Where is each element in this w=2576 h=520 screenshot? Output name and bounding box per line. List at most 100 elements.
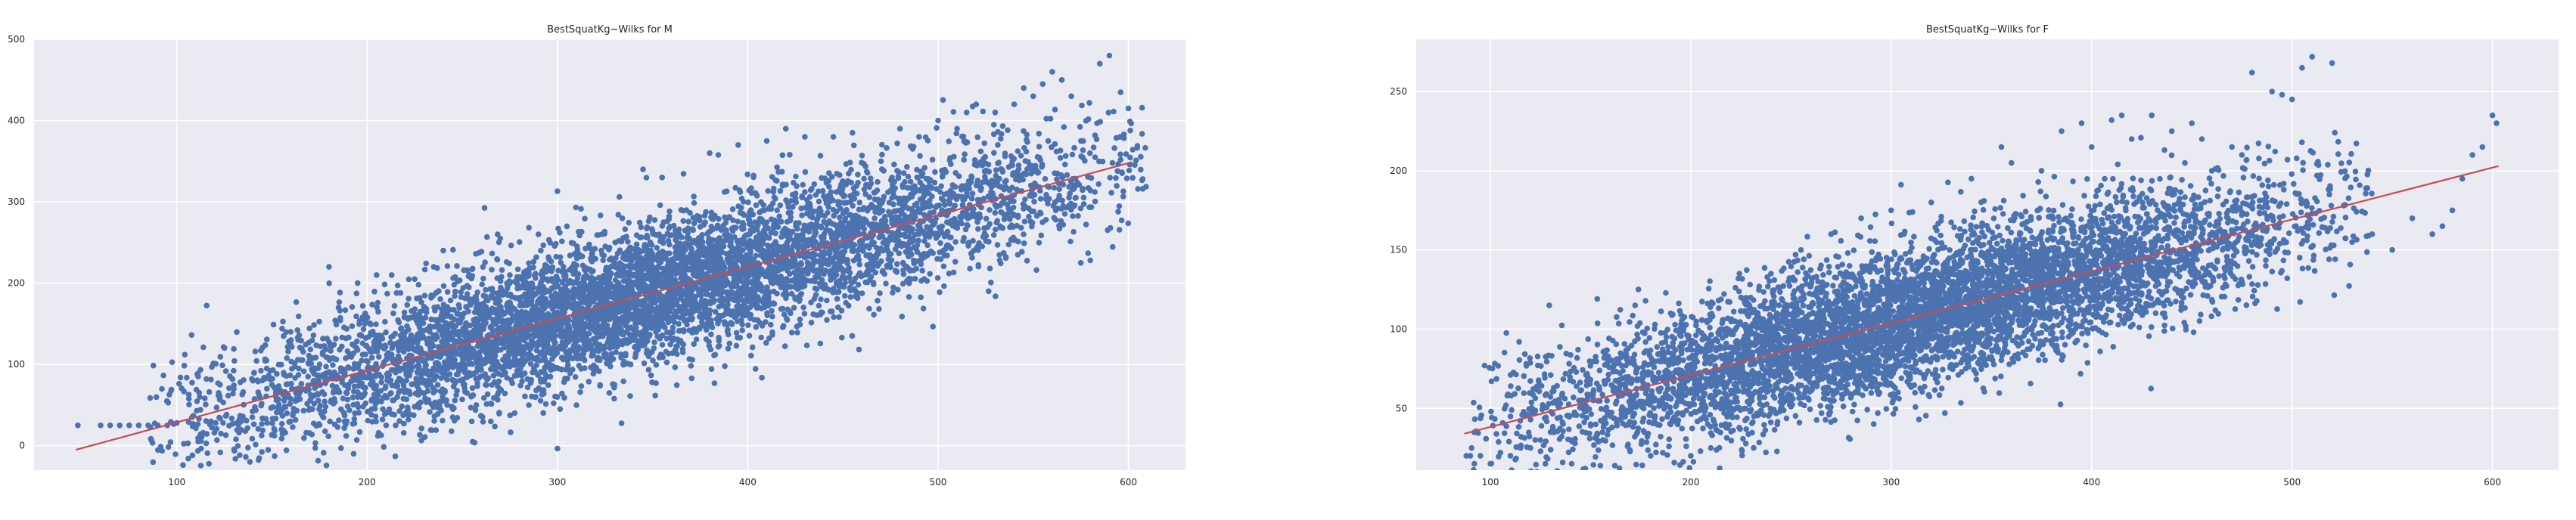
data-point <box>256 389 262 395</box>
data-point <box>738 189 744 195</box>
data-point <box>410 314 416 320</box>
data-point <box>336 417 342 423</box>
data-point <box>1073 195 1079 201</box>
data-point <box>1058 155 1064 161</box>
data-point <box>1120 188 1126 194</box>
data-point <box>390 382 396 388</box>
data-point <box>296 314 302 320</box>
data-point <box>894 268 900 274</box>
data-point <box>214 437 220 443</box>
data-point <box>674 382 680 388</box>
data-point <box>710 299 716 305</box>
data-point <box>313 423 319 429</box>
data-point <box>847 286 853 292</box>
data-point <box>148 438 154 444</box>
data-point <box>181 388 187 395</box>
data-point <box>330 362 336 368</box>
data-point <box>315 375 322 381</box>
data-point <box>825 210 831 216</box>
data-point <box>687 210 693 216</box>
data-point <box>313 342 319 348</box>
data-point <box>839 335 845 341</box>
data-point <box>975 226 981 232</box>
data-point <box>1117 151 1123 157</box>
data-point <box>422 267 428 273</box>
data-point <box>702 213 708 219</box>
data-point <box>311 333 317 339</box>
data-point <box>301 369 307 375</box>
data-point <box>654 245 660 251</box>
data-point <box>322 429 328 435</box>
data-point <box>395 283 401 289</box>
data-point <box>197 407 204 413</box>
data-point <box>546 255 552 262</box>
data-point <box>483 382 489 388</box>
data-point <box>1049 144 1055 150</box>
data-point <box>744 172 750 178</box>
data-point <box>454 263 460 269</box>
data-point <box>318 403 324 409</box>
data-point <box>366 346 372 352</box>
data-point <box>779 276 785 282</box>
data-point <box>440 398 446 404</box>
data-point <box>382 282 388 288</box>
data-point <box>842 293 848 299</box>
data-point <box>1022 197 1028 203</box>
data-point <box>243 454 249 460</box>
data-point <box>653 380 659 386</box>
data-point <box>642 242 648 248</box>
data-point <box>1087 150 1093 156</box>
data-point <box>937 189 943 195</box>
data-point <box>440 386 446 392</box>
data-point <box>788 214 794 220</box>
data-point <box>489 251 496 257</box>
data-point <box>351 388 357 395</box>
data-point <box>734 330 740 336</box>
data-point <box>311 322 317 328</box>
data-point <box>875 179 881 185</box>
data-point <box>431 368 437 374</box>
data-point <box>971 248 977 254</box>
data-point <box>941 264 947 270</box>
data-point <box>508 243 514 249</box>
data-point <box>708 332 714 338</box>
data-point <box>767 274 773 280</box>
data-point <box>580 279 586 285</box>
data-point <box>203 401 209 407</box>
data-point <box>1111 145 1117 151</box>
data-point <box>433 290 440 296</box>
data-point <box>769 308 775 314</box>
data-point <box>871 240 877 246</box>
data-point <box>354 290 360 296</box>
data-point <box>326 339 332 345</box>
data-point <box>1067 239 1074 245</box>
data-point <box>667 209 673 215</box>
data-point <box>646 218 652 224</box>
data-point <box>730 218 736 224</box>
data-point <box>229 416 235 422</box>
data-point <box>789 330 795 336</box>
data-point <box>799 193 805 200</box>
data-point <box>1015 148 1021 154</box>
data-point <box>917 153 923 159</box>
data-point <box>673 343 679 349</box>
data-point <box>840 249 846 255</box>
data-point <box>941 283 947 289</box>
data-point <box>483 293 489 299</box>
data-point <box>563 376 569 382</box>
data-point <box>876 306 882 312</box>
data-point <box>766 235 772 241</box>
data-point <box>206 461 212 467</box>
data-point <box>753 366 759 372</box>
data-point <box>323 364 329 370</box>
data-point <box>214 404 220 410</box>
data-point <box>337 315 343 321</box>
data-point <box>1021 206 1027 212</box>
data-point <box>332 317 338 323</box>
data-point <box>694 241 701 247</box>
data-point <box>848 167 854 173</box>
data-point <box>604 361 610 367</box>
data-point <box>159 386 165 392</box>
data-point <box>937 289 943 296</box>
data-point <box>480 264 486 270</box>
